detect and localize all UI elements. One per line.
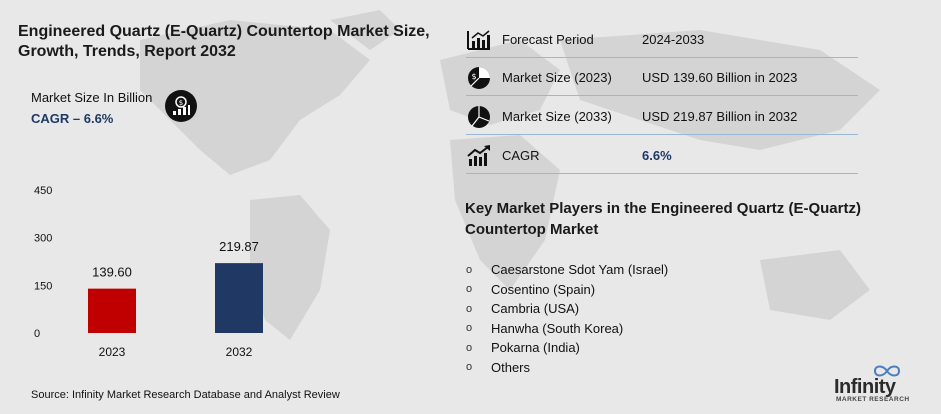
- stat-row-market-size-2023: $ Market Size (2023) USD 139.60 Billion …: [466, 58, 858, 96]
- list-item: o Hanwha (South Korea): [466, 319, 668, 339]
- list-item: o Caesarstone Sdot Yam (Israel): [466, 260, 668, 280]
- bullet: o: [466, 263, 473, 276]
- x-tick-label: 2032: [226, 345, 253, 359]
- stat-label: Market Size (2023): [502, 70, 612, 85]
- logo-wordmark: Infinity: [834, 376, 896, 398]
- logo-tagline: MARKET RESEARCH: [836, 396, 910, 403]
- list-item: o Cambria (USA): [466, 299, 668, 319]
- bullet: o: [466, 341, 473, 354]
- key-players-heading: Key Market Players in the Engineered Qua…: [465, 200, 861, 238]
- cagr-label: CAGR – 6.6%: [31, 111, 114, 126]
- bullet: o: [466, 283, 473, 296]
- divider: [466, 95, 858, 96]
- divider: [466, 134, 858, 135]
- bar-2023: [88, 288, 136, 333]
- y-tick-label: 0: [34, 328, 40, 340]
- market-size-unit-label: Market Size In Billion: [31, 90, 153, 105]
- y-tick-label: 450: [34, 185, 52, 197]
- source-note: Source: Infinity Market Research Databas…: [31, 389, 340, 401]
- bar-value-label: 219.87: [219, 239, 259, 254]
- player-name: Cambria (USA): [491, 301, 580, 317]
- player-name: Cosentino (Spain): [491, 281, 596, 297]
- money-growth-icon: $: [165, 90, 197, 122]
- y-tick-label: 150: [34, 280, 52, 292]
- player-name: Hanwha (South Korea): [491, 320, 624, 336]
- bullet: o: [466, 361, 473, 374]
- growth-arrow-icon: [466, 143, 492, 169]
- divider: [466, 57, 858, 58]
- stat-value: 6.6%: [642, 148, 672, 163]
- bar-2032: [215, 263, 263, 333]
- stat-label: Forecast Period: [502, 32, 594, 47]
- svg-text:$: $: [471, 72, 476, 81]
- stat-value: USD 219.87 Billion in 2032: [642, 109, 798, 124]
- report-title: Engineered Quartz (E-Quartz) Countertop …: [18, 23, 430, 60]
- stat-row-forecast-period: Forecast Period 2024-2033: [466, 20, 858, 58]
- pie-chart-icon: [466, 104, 492, 130]
- stat-row-market-size-2033: Market Size (2033) USD 219.87 Billion in…: [466, 97, 858, 135]
- player-name: Pokarna (India): [491, 340, 580, 356]
- bar-chart-icon: [466, 27, 492, 53]
- player-name: Others: [491, 359, 531, 375]
- bullet: o: [466, 302, 473, 315]
- y-tick-label: 300: [34, 233, 52, 245]
- stat-row-cagr: CAGR 6.6%: [466, 136, 858, 174]
- divider: [466, 173, 858, 174]
- list-item: o Others: [466, 358, 668, 378]
- bar-value-label: 139.60: [92, 265, 132, 280]
- stat-value: 2024-2033: [642, 32, 705, 47]
- list-item: o Cosentino (Spain): [466, 280, 668, 300]
- player-name: Caesarstone Sdot Yam (Israel): [491, 262, 669, 278]
- pie-chart-dollar-icon: $: [466, 65, 492, 91]
- infinity-symbol-icon: [873, 365, 901, 377]
- stat-value: USD 139.60 Billion in 2023: [642, 70, 798, 85]
- x-tick-label: 2023: [99, 345, 126, 359]
- key-players-list: o Caesarstone Sdot Yam (Israel) o Cosentin…: [466, 260, 668, 377]
- market-size-bar-chart: 0 150 300 450 139.60 219.87 2023 2032: [34, 185, 263, 359]
- stat-label: Market Size (2033): [502, 109, 612, 124]
- stat-label: CAGR: [502, 148, 540, 163]
- infinity-logo: Infinity MARKET RESEARCH: [828, 364, 910, 404]
- list-item: o Pokarna (India): [466, 338, 668, 358]
- svg-text:$: $: [179, 99, 183, 107]
- bullet: o: [466, 322, 473, 335]
